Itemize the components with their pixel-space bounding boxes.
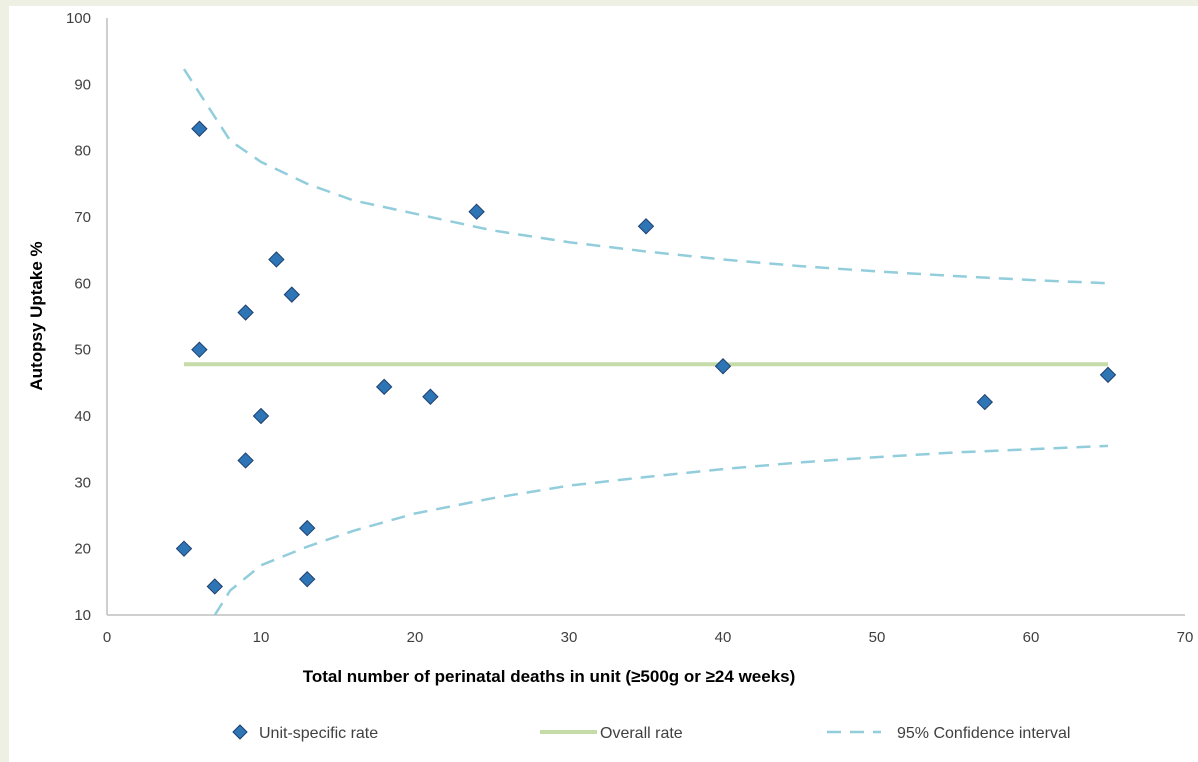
y-tick-label: 70 bbox=[74, 209, 91, 226]
legend-item-unit-rate: Unit-specific rate bbox=[232, 724, 378, 742]
legend-item-confidence-interval: 95% Confidence interval bbox=[827, 725, 1070, 742]
legend-diamond-icon bbox=[232, 724, 248, 740]
y-tick-label: 10 bbox=[74, 607, 91, 624]
chart-area: 0 10 20 30 40 50 60 70 10 20 30 40 50 60 70 80 90 100 To… bbox=[9, 6, 1198, 762]
x-tick-label: 50 bbox=[869, 629, 886, 646]
unit-rate-markers bbox=[175, 120, 1117, 595]
data-point-diamond bbox=[422, 388, 439, 405]
data-point-diamond bbox=[976, 393, 994, 411]
x-tick-label: 40 bbox=[715, 629, 732, 646]
x-tick-label: 20 bbox=[407, 629, 424, 646]
legend-label-unit-rate: Unit-specific rate bbox=[259, 725, 378, 742]
y-tick-label: 90 bbox=[74, 76, 91, 93]
y-axis-title: Autopsy Uptake % bbox=[27, 241, 46, 390]
data-point-diamond bbox=[206, 578, 224, 595]
y-tick-label: 100 bbox=[66, 10, 91, 27]
ci-lower-curve bbox=[213, 444, 1109, 616]
legend-label-confidence-interval: 95% Confidence interval bbox=[897, 725, 1070, 742]
x-tick-label: 60 bbox=[1023, 629, 1040, 646]
data-point-diamond bbox=[375, 378, 393, 396]
data-point-diamond bbox=[637, 218, 655, 235]
y-tick-label: 40 bbox=[74, 408, 91, 425]
axes bbox=[106, 18, 1185, 616]
data-point-diamond bbox=[237, 452, 254, 469]
data-point-diamond bbox=[298, 519, 316, 537]
ci-upper-curve bbox=[182, 68, 1109, 285]
x-tick-label: 0 bbox=[103, 629, 111, 646]
data-point-diamond bbox=[191, 120, 208, 137]
y-tick-label: 80 bbox=[74, 143, 91, 160]
x-tick-label: 30 bbox=[561, 629, 578, 646]
data-point-diamond bbox=[714, 358, 732, 375]
legend-item-overall-rate: Overall rate bbox=[540, 725, 683, 742]
confidence-interval-lines bbox=[182, 68, 1109, 616]
x-axis-title: Total number of perinatal deaths in unit… bbox=[303, 667, 796, 686]
data-point-diamond bbox=[175, 540, 193, 557]
data-point-diamond bbox=[468, 203, 485, 220]
x-tick-label: 70 bbox=[1177, 629, 1194, 646]
y-tick-label: 20 bbox=[74, 541, 91, 558]
data-point-diamond bbox=[283, 286, 301, 303]
y-tick-label: 60 bbox=[74, 275, 91, 292]
funnel-plot: 0 10 20 30 40 50 60 70 10 20 30 40 50 60 70 80 90 100 To… bbox=[27, 10, 1194, 742]
x-tick-labels: 0 10 20 30 40 50 60 70 bbox=[103, 629, 1194, 646]
x-tick-label: 10 bbox=[253, 629, 270, 646]
y-tick-labels: 10 20 30 40 50 60 70 80 90 100 bbox=[66, 10, 91, 624]
legend: Unit-specific rate Overall rate 95% Conf… bbox=[232, 724, 1070, 742]
data-point-diamond bbox=[298, 570, 316, 588]
legend-label-overall-rate: Overall rate bbox=[600, 725, 683, 742]
data-point-diamond bbox=[1099, 366, 1117, 384]
data-point-diamond bbox=[252, 407, 270, 425]
y-tick-label: 50 bbox=[74, 342, 91, 359]
data-point-diamond bbox=[237, 304, 254, 321]
data-point-diamond bbox=[268, 251, 285, 268]
data-point-diamond bbox=[191, 341, 208, 358]
y-tick-label: 30 bbox=[74, 474, 91, 491]
